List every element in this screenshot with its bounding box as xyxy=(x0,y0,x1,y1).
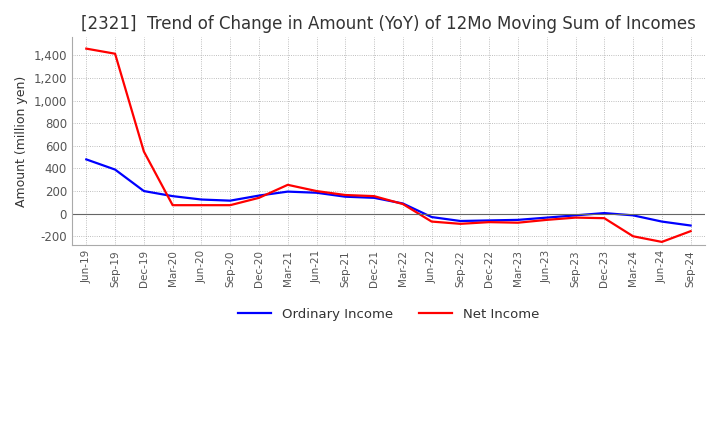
Net Income xyxy=(399,202,408,207)
Net Income xyxy=(629,234,637,239)
Ordinary Income xyxy=(284,189,292,194)
Ordinary Income xyxy=(629,213,637,218)
Net Income xyxy=(82,46,91,51)
Net Income xyxy=(140,149,148,154)
Ordinary Income xyxy=(140,188,148,194)
Title: [2321]  Trend of Change in Amount (YoY) of 12Mo Moving Sum of Incomes: [2321] Trend of Change in Amount (YoY) o… xyxy=(81,15,696,33)
Net Income xyxy=(168,202,177,208)
Net Income xyxy=(341,192,350,198)
Ordinary Income xyxy=(686,223,695,228)
Ordinary Income xyxy=(600,210,608,216)
Ordinary Income xyxy=(168,194,177,199)
Net Income xyxy=(226,202,235,208)
Ordinary Income xyxy=(370,195,379,201)
Ordinary Income xyxy=(399,201,408,206)
Net Income xyxy=(111,51,120,56)
Net Income xyxy=(456,221,464,227)
Ordinary Income xyxy=(341,194,350,199)
Ordinary Income xyxy=(657,219,666,224)
Ordinary Income xyxy=(571,213,580,218)
Ordinary Income xyxy=(485,218,493,223)
Net Income xyxy=(686,228,695,234)
Ordinary Income xyxy=(427,214,436,220)
Y-axis label: Amount (million yen): Amount (million yen) xyxy=(15,76,28,207)
Net Income xyxy=(513,220,522,225)
Line: Ordinary Income: Ordinary Income xyxy=(86,159,690,226)
Net Income xyxy=(197,202,206,208)
Net Income xyxy=(600,216,608,221)
Net Income xyxy=(312,188,321,194)
Net Income xyxy=(542,217,551,223)
Legend: Ordinary Income, Net Income: Ordinary Income, Net Income xyxy=(233,302,544,326)
Net Income xyxy=(657,239,666,245)
Ordinary Income xyxy=(312,190,321,195)
Ordinary Income xyxy=(513,217,522,223)
Ordinary Income xyxy=(82,157,91,162)
Net Income xyxy=(427,219,436,224)
Net Income xyxy=(255,195,264,201)
Net Income xyxy=(370,194,379,199)
Ordinary Income xyxy=(255,193,264,198)
Net Income xyxy=(284,182,292,187)
Ordinary Income xyxy=(456,218,464,224)
Ordinary Income xyxy=(226,198,235,203)
Line: Net Income: Net Income xyxy=(86,49,690,242)
Net Income xyxy=(485,220,493,225)
Net Income xyxy=(571,215,580,220)
Ordinary Income xyxy=(111,167,120,172)
Ordinary Income xyxy=(542,215,551,220)
Ordinary Income xyxy=(197,197,206,202)
